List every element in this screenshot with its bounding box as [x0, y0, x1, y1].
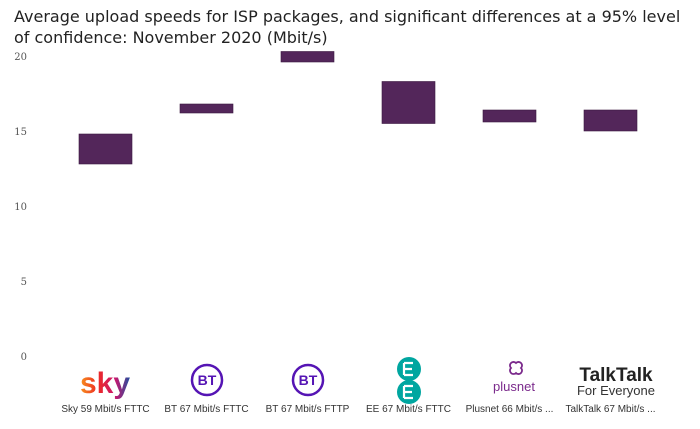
x-tick-label: Sky 59 Mbit/s FTTC [61, 404, 149, 415]
x-tick-label: Plusnet 66 Mbit/s ... [466, 404, 554, 415]
plusnet-logo: plusnet [493, 361, 535, 394]
ci-bar [381, 81, 436, 124]
ci-bar [482, 109, 537, 123]
y-tick-label: 10 [14, 202, 27, 213]
talktalk-logo: TalkTalk For Everyone [577, 365, 655, 398]
talktalk-logo-tagline: For Everyone [577, 383, 655, 398]
y-tick-label: 5 [21, 277, 27, 288]
chart-title: Average upload speeds for ISP packages, … [14, 7, 681, 47]
x-tick-label: EE 67 Mbit/s FTTC [366, 404, 451, 415]
ci-bar [78, 133, 133, 165]
sky-logo-text: sky [80, 367, 130, 400]
talktalk-logo-text: TalkTalk [579, 365, 653, 386]
ee-logo [397, 357, 421, 404]
bt-logo-text: BT [299, 372, 318, 388]
bt-logo: BT [291, 363, 325, 397]
plusnet-logo-text: plusnet [493, 379, 535, 394]
bt-logo: BT [190, 363, 224, 397]
y-axis: 0 5 10 15 20 [14, 52, 27, 363]
x-tick-label: BT 67 Mbit/s FTTC [164, 404, 248, 415]
ci-bar [179, 103, 234, 114]
x-tick-label: BT 67 Mbit/s FTTP [266, 404, 350, 415]
y-tick-label: 20 [14, 52, 27, 63]
ci-bar [280, 51, 335, 63]
bars [78, 51, 638, 165]
sky-logo: sky [80, 367, 130, 400]
x-axis: Sky 59 Mbit/s FTTC BT 67 Mbit/s FTTC BT 67… [61, 404, 655, 415]
y-tick-label: 15 [14, 127, 27, 138]
bt-logo-text: BT [198, 372, 217, 388]
y-tick-label: 0 [21, 352, 27, 363]
ci-bar [583, 109, 638, 132]
x-tick-label: TalkTalk 67 Mbit/s ... [565, 404, 655, 415]
